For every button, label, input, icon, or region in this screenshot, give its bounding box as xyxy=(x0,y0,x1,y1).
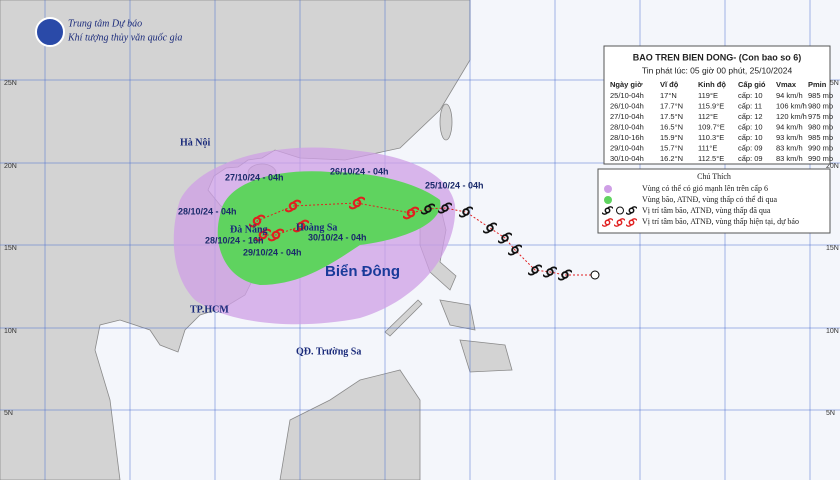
table-cell: 28/10-04h xyxy=(610,122,644,131)
table-header: Vmax xyxy=(776,80,797,89)
table-cell: 94 km/h xyxy=(776,122,803,131)
lat-label: 10N xyxy=(826,328,839,335)
table-cell: cấp: 12 xyxy=(738,112,763,121)
table-cell: 25/10-04h xyxy=(610,91,644,100)
place-label: Hoàng Sa xyxy=(296,222,337,233)
table-cell: cấp: 09 xyxy=(738,154,763,163)
lat-label: 25N xyxy=(4,80,17,87)
lat-label: 5N xyxy=(826,410,835,417)
table-cell: 106 km/h xyxy=(776,101,807,110)
place-label: QĐ. Trường Sa xyxy=(296,346,361,357)
legend-swatch xyxy=(604,185,612,193)
lat-label: 25N xyxy=(826,80,839,87)
table-cell: 112°E xyxy=(698,112,718,121)
lat-label: 20N xyxy=(826,163,839,170)
lat-label: 20N xyxy=(4,163,17,170)
table-cell: cấp: 09 xyxy=(738,143,763,152)
table-cell: 29/10-04h xyxy=(610,143,644,152)
legend-item: Vị trí tâm bão, ATNĐ, vùng thấp đã qua xyxy=(642,206,771,215)
table-cell: cấp: 10 xyxy=(738,122,763,131)
table-cell: 17.5°N xyxy=(660,112,683,121)
table-cell: 110.3°E xyxy=(698,133,724,142)
legend-swatch xyxy=(602,206,637,215)
legend-item: Vị trí tâm bão, ATNĐ, vùng thấp hiện tại… xyxy=(642,217,799,226)
table-cell: 119°E xyxy=(698,91,718,100)
table-cell: 94 km/h xyxy=(776,91,803,100)
table-header: Ngày giờ xyxy=(610,80,643,89)
table-cell: 15.9°N xyxy=(660,133,683,142)
bulletin-box xyxy=(603,45,831,165)
lat-label: 5N xyxy=(4,410,13,417)
track-label: 28/10/24 - 04h xyxy=(178,206,237,216)
cone-zone xyxy=(217,171,441,285)
table-cell: 26/10-04h xyxy=(610,101,644,110)
place-label: TP.HCM xyxy=(190,304,229,315)
table-cell: 27/10-04h xyxy=(610,112,644,121)
table-cell: 83 km/h xyxy=(776,154,803,163)
place-label: Đà Nẵng xyxy=(230,224,268,235)
track-label: 25/10/24 - 04h xyxy=(425,180,484,190)
place-label: Hà Nội xyxy=(180,137,211,148)
lat-label: 10N xyxy=(4,328,17,335)
table-cell: 120 km/h xyxy=(776,112,807,121)
table-cell: 975 mb xyxy=(808,112,833,121)
table-cell: cấp: 10 xyxy=(738,133,763,142)
table-header: Pmin xyxy=(808,80,827,89)
table-cell: cấp: 10 xyxy=(738,91,763,100)
track-line xyxy=(256,202,595,276)
track-label: 26/10/24 - 04h xyxy=(330,166,389,176)
table-cell: 980 mb xyxy=(808,101,833,110)
track-start xyxy=(590,270,600,280)
logo xyxy=(35,17,65,47)
table-cell: 985 mb xyxy=(808,91,833,100)
lat-label: 15N xyxy=(826,245,839,252)
track-label: 30/10/24 - 04h xyxy=(308,232,367,242)
table-cell: cấp: 11 xyxy=(738,101,762,110)
table-cell: 990 mb xyxy=(808,154,833,163)
table-cell: 28/10-16h xyxy=(610,133,644,142)
table-cell: 93 km/h xyxy=(776,133,803,142)
table-cell: 15.7°N xyxy=(660,143,683,152)
legend-swatch xyxy=(604,196,612,204)
table-cell: 990 mb xyxy=(808,143,833,152)
table-cell: 109.7°E xyxy=(698,122,725,131)
table-cell: 985 mb xyxy=(808,133,833,142)
table-cell: 17°N xyxy=(660,91,677,100)
legend-title: Chú Thích xyxy=(697,172,731,181)
table-cell: 115.9°E xyxy=(698,101,724,110)
legend-item: Vùng có thể có gió mạnh lên trên cấp 6 xyxy=(642,184,768,193)
table-cell: 83 km/h xyxy=(776,143,803,152)
sea-label: Biển Đông xyxy=(325,263,400,280)
table-header: Kinh độ xyxy=(698,80,726,89)
table-cell: 17.7°N xyxy=(660,101,683,110)
table-cell: 111°E xyxy=(698,143,717,152)
org: Trung tâm Dự báo xyxy=(68,18,142,29)
track-label: 29/10/24 - 04h xyxy=(243,247,302,257)
table-cell: 16.2°N xyxy=(660,154,683,163)
lat-label: 15N xyxy=(4,245,17,252)
table-cell: 16.5°N xyxy=(660,122,683,131)
table-cell: 112.5°E xyxy=(698,154,724,163)
track-label: 28/10/24 - 16h xyxy=(205,235,264,245)
table-cell: 980 mb xyxy=(808,122,833,131)
table-header: Vĩ độ xyxy=(660,80,679,89)
bulletin-table: Ngày giờ Vĩ độ Kinh độ Cấp gió Vmax Pmin 25/10… xyxy=(610,80,833,163)
suborg: Khí tượng thủy văn quốc gia xyxy=(67,32,182,43)
bulletin-title: BAO TREN BIEN DONG- (Con bao so 6) xyxy=(633,52,802,62)
legend-box xyxy=(597,168,831,234)
bulletin-issued: Tin phát lúc: 05 giờ 00 phút, 25/10/2024 xyxy=(642,65,793,75)
track-label: 27/10/24 - 04h xyxy=(225,172,284,182)
table-header: Cấp gió xyxy=(738,80,766,89)
table-cell: 30/10-04h xyxy=(610,154,644,163)
legend-item: Vùng bão, ATNĐ, vùng thấp có thể đi qua xyxy=(642,195,778,204)
